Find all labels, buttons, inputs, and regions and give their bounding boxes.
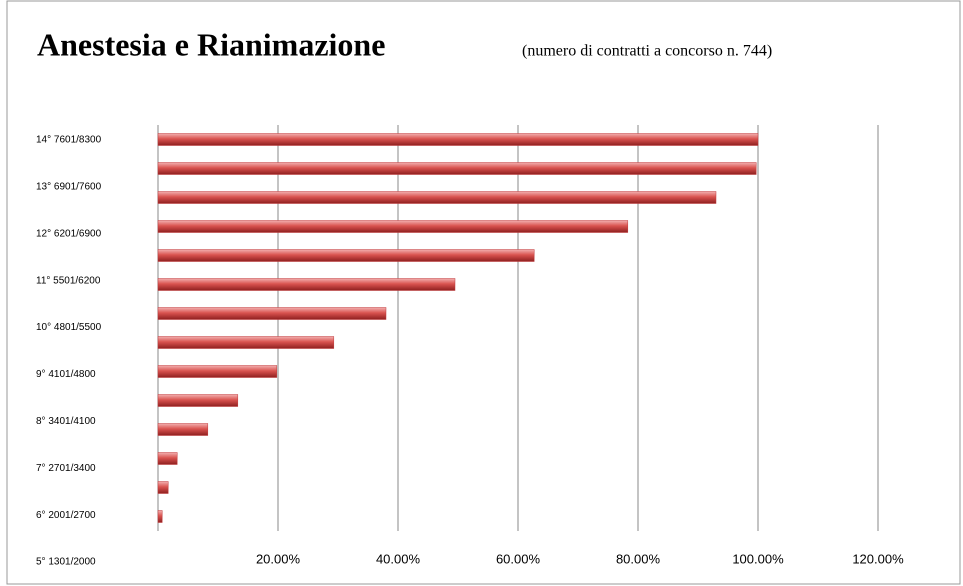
x-tick-label: 20.00% xyxy=(256,551,301,566)
bar xyxy=(157,510,163,523)
y-tick-label: 6° 2001/2700 xyxy=(36,510,96,521)
y-tick-label: 10° 4801/5500 xyxy=(36,322,102,333)
x-tick-label: 100.00% xyxy=(732,551,784,566)
y-tick-label: 8° 3401/4100 xyxy=(36,416,96,427)
bar xyxy=(157,133,759,146)
bar xyxy=(157,365,278,378)
y-tick-label: 7° 2701/3400 xyxy=(36,463,96,474)
bar xyxy=(157,394,239,407)
y-tick-label: 11° 5501/6200 xyxy=(36,275,101,286)
chart-title: Anestesia e Rianimazione xyxy=(37,26,385,62)
bar xyxy=(157,336,335,349)
x-tick-label: 120.00% xyxy=(852,551,904,566)
x-tick-label: 60.00% xyxy=(496,551,541,566)
bar xyxy=(157,307,387,320)
x-tick-label: 40.00% xyxy=(376,551,421,566)
y-tick-label: 13° 6901/7600 xyxy=(36,182,102,193)
y-tick-label: 14° 7601/8300 xyxy=(36,135,102,146)
bar xyxy=(157,452,178,465)
bar xyxy=(157,249,535,262)
bar xyxy=(157,162,757,175)
y-tick-label: 12° 6201/6900 xyxy=(36,228,102,239)
x-tick-label: 80.00% xyxy=(616,551,661,566)
bar xyxy=(157,191,717,204)
bar xyxy=(157,220,629,233)
chart-border xyxy=(6,0,961,585)
y-tick-label: 5° 1301/2000 xyxy=(36,557,96,568)
chart-subtitle: (numero di contratti a concorso n. 744) xyxy=(522,43,772,60)
y-tick-label: 9° 4101/4800 xyxy=(36,369,96,380)
bar xyxy=(157,278,456,291)
bar xyxy=(157,423,209,436)
bar xyxy=(157,481,169,494)
